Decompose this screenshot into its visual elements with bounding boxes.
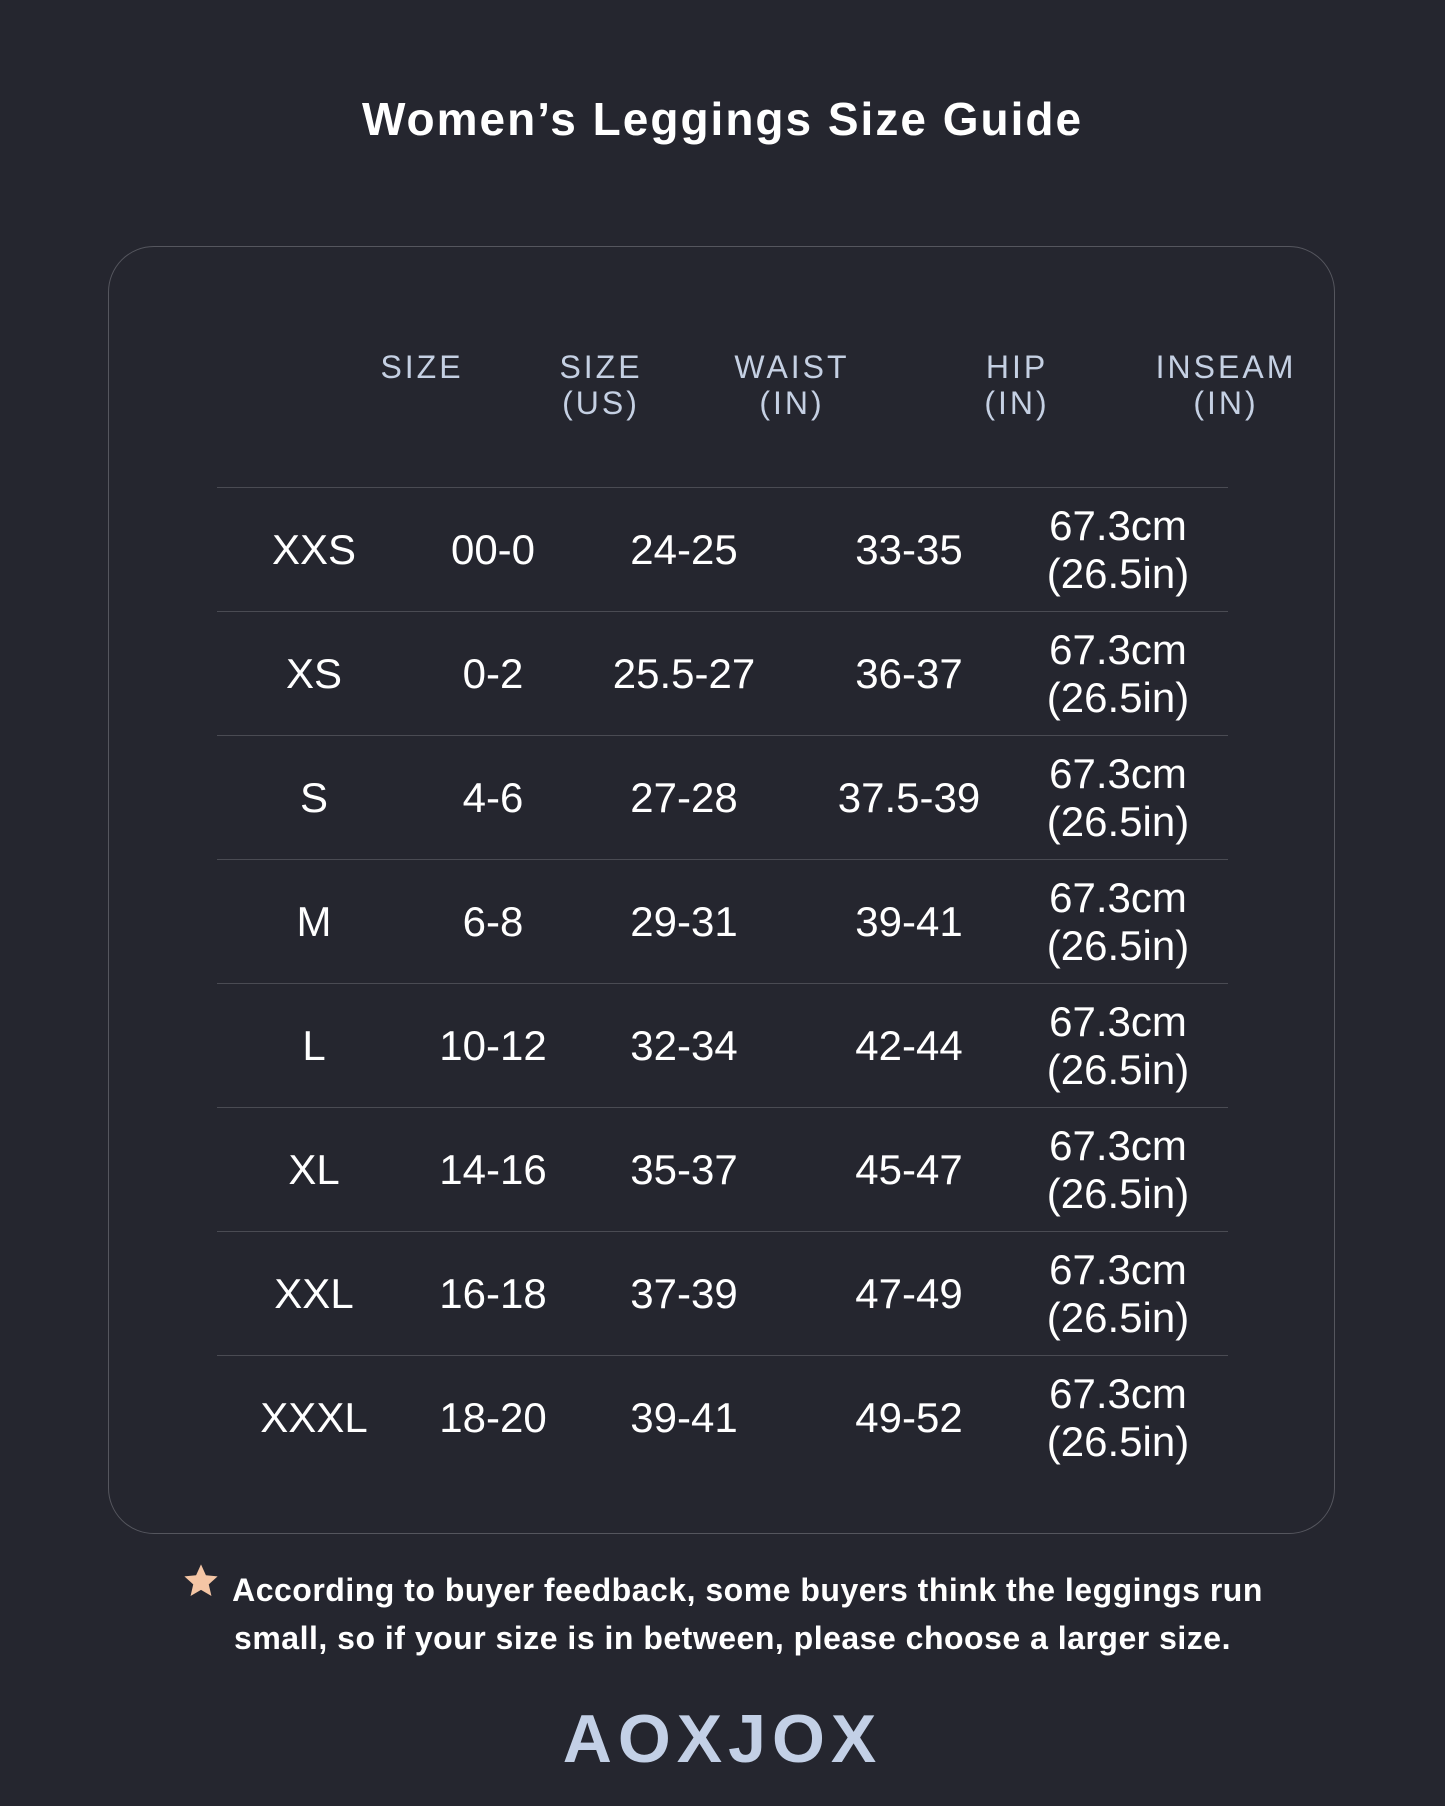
table-cell: XXS: [271, 525, 357, 573]
column-header-line: SIZE: [380, 349, 464, 385]
table-cell: M: [296, 897, 332, 945]
inseam-value: (26.5in): [1046, 1417, 1190, 1465]
column-header-line: (IN): [759, 385, 825, 421]
table-cell: 35-37: [630, 1145, 738, 1193]
table-body: XXS 00-0 24-25 33-35 67.3cm (26.5in) XS 0-2 25.5…: [217, 487, 1228, 1479]
table-row: S 4-6 27-28 37.5-39 67.3cm (26.5in): [217, 735, 1228, 859]
inseam-value: 67.3cm: [1049, 1245, 1187, 1293]
table-cell: XXXL: [260, 1393, 368, 1441]
column-header-line: SIZE: [559, 349, 643, 385]
inseam-value: (26.5in): [1046, 549, 1190, 597]
inseam-value: 67.3cm: [1049, 625, 1187, 673]
table-cell: 14-16: [439, 1145, 547, 1193]
page-title: Women’s Leggings Size Guide: [361, 93, 1084, 145]
table-row: XL 14-16 35-37 45-47 67.3cm (26.5in): [217, 1107, 1228, 1231]
table-cell: 6-8: [462, 897, 524, 945]
table-cell: 27-28: [630, 773, 738, 821]
column-header-line: (IN): [984, 385, 1050, 421]
table-cell: 45-47: [855, 1145, 963, 1193]
table-cell: 67.3cm (26.5in): [1008, 736, 1228, 859]
column-header-line: WAIST: [734, 349, 850, 385]
column-header-line: (US): [562, 385, 640, 421]
inseam-value: 67.3cm: [1049, 997, 1187, 1045]
table-cell: 25.5-27: [612, 649, 756, 697]
note-line-2: small, so if your size is in between, pl…: [234, 1620, 1231, 1656]
note-line-1: According to buyer feedback, some buyers…: [232, 1572, 1263, 1608]
column-header: HIP (IN): [917, 349, 1117, 421]
table-cell: 37.5-39: [837, 773, 981, 821]
column-header-line: (IN): [1193, 385, 1259, 421]
table-cell: 29-31: [630, 897, 738, 945]
table-row: XXL 16-18 37-39 47-49 67.3cm (26.5in): [217, 1231, 1228, 1355]
table-row: XS 0-2 25.5-27 36-37 67.3cm (26.5in): [217, 611, 1228, 735]
star-icon: [182, 1562, 220, 1613]
table-cell: 18-20: [439, 1393, 547, 1441]
size-table-card: SIZE SIZE (US) WAIST (IN) HIP (IN) INSEAM (IN) X…: [108, 246, 1335, 1534]
column-header: WAIST (IN): [692, 349, 892, 421]
table-cell: 49-52: [855, 1393, 963, 1441]
table-cell: S: [299, 773, 328, 821]
column-header-line: INSEAM: [1155, 349, 1297, 385]
column-header: SIZE: [322, 349, 522, 385]
column-header-line: HIP: [985, 349, 1049, 385]
table-cell: 67.3cm (26.5in): [1008, 1356, 1228, 1479]
table-cell: 00-0: [450, 525, 536, 573]
table-row: XXS 00-0 24-25 33-35 67.3cm (26.5in): [217, 487, 1228, 611]
table-cell: 67.3cm (26.5in): [1008, 488, 1228, 611]
table-cell: XS: [285, 649, 343, 697]
table-cell: 47-49: [855, 1269, 963, 1317]
inseam-value: 67.3cm: [1049, 501, 1187, 549]
table-cell: 32-34: [630, 1021, 738, 1069]
table-cell: L: [302, 1021, 326, 1069]
brand-logo: AOXJOX: [562, 1701, 883, 1777]
table-cell: 10-12: [439, 1021, 547, 1069]
inseam-value: 67.3cm: [1049, 873, 1187, 921]
inseam-value: (26.5in): [1046, 673, 1190, 721]
table-cell: XL: [288, 1145, 340, 1193]
table-row: XXXL 18-20 39-41 49-52 67.3cm (26.5in): [217, 1355, 1228, 1479]
table-cell: 67.3cm (26.5in): [1008, 984, 1228, 1107]
table-cell: 67.3cm (26.5in): [1008, 860, 1228, 983]
table-cell: 33-35: [855, 525, 963, 573]
table-cell: 24-25: [630, 525, 738, 573]
table-cell: 42-44: [855, 1021, 963, 1069]
table-cell: XXL: [274, 1269, 354, 1317]
table-cell: 39-41: [630, 1393, 738, 1441]
column-header: SIZE (US): [501, 349, 701, 421]
inseam-value: (26.5in): [1046, 1293, 1190, 1341]
table-cell: 4-6: [462, 773, 524, 821]
table-cell: 67.3cm (26.5in): [1008, 1108, 1228, 1231]
table-row: M 6-8 29-31 39-41 67.3cm (26.5in): [217, 859, 1228, 983]
inseam-value: 67.3cm: [1049, 1369, 1187, 1417]
inseam-value: 67.3cm: [1049, 1121, 1187, 1169]
inseam-value: (26.5in): [1046, 797, 1190, 845]
table-cell: 36-37: [855, 649, 963, 697]
inseam-value: 67.3cm: [1049, 749, 1187, 797]
table-cell: 39-41: [855, 897, 963, 945]
column-header: INSEAM (IN): [1126, 349, 1326, 421]
table-row: L 10-12 32-34 42-44 67.3cm (26.5in): [217, 983, 1228, 1107]
fit-note: According to buyer feedback, some buyers…: [0, 1564, 1445, 1662]
table-cell: 0-2: [462, 649, 524, 697]
inseam-value: (26.5in): [1046, 1169, 1190, 1217]
inseam-value: (26.5in): [1046, 921, 1190, 969]
table-cell: 37-39: [630, 1269, 738, 1317]
inseam-value: (26.5in): [1046, 1045, 1190, 1093]
table-cell: 67.3cm (26.5in): [1008, 1232, 1228, 1355]
table-cell: 16-18: [439, 1269, 547, 1317]
table-cell: 67.3cm (26.5in): [1008, 612, 1228, 735]
